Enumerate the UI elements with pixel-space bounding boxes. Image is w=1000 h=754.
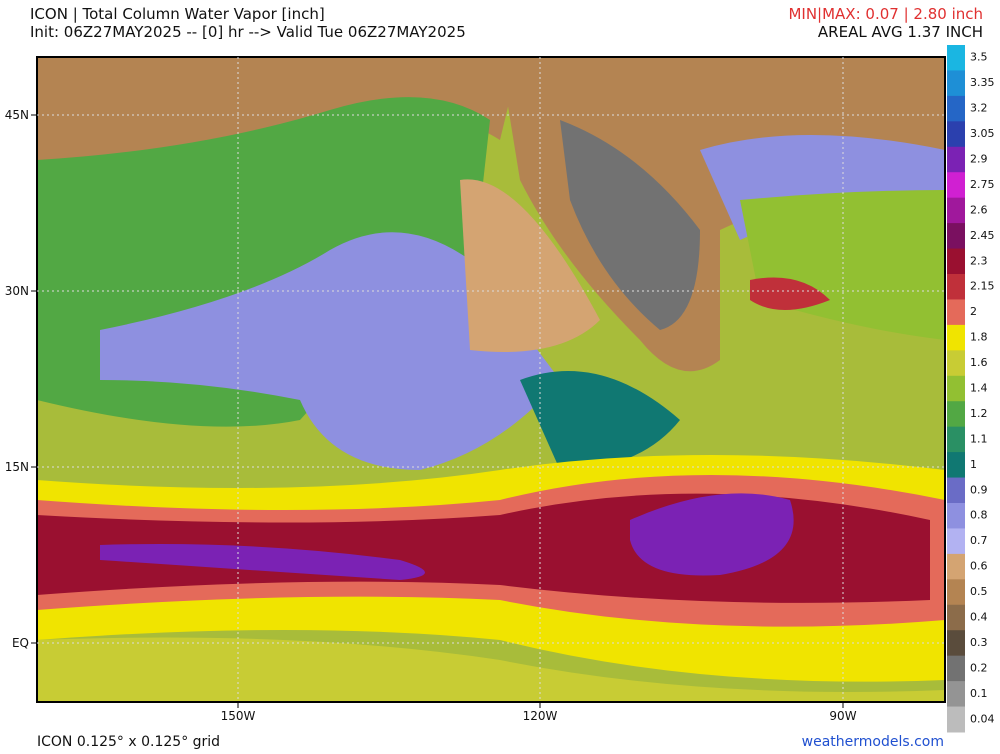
lat-label: 45N — [5, 108, 29, 122]
colorbar-cell — [947, 528, 965, 555]
lat-label: 15N — [5, 460, 29, 474]
colorbar-cell — [947, 197, 965, 224]
colorbar-cell — [947, 324, 965, 351]
colorbar-cell — [947, 350, 965, 377]
colorbar-label: 3.5 — [970, 51, 988, 64]
colorbar-cell — [947, 95, 965, 122]
colorbar-label: 3.05 — [970, 127, 995, 140]
colorbar-cell — [947, 553, 965, 580]
areal-avg: AREAL AVG 1.37 INCH — [818, 23, 983, 41]
grid-info: ICON 0.125° x 0.125° grid — [37, 734, 220, 750]
colorbar-cell — [947, 706, 965, 733]
colorbar-label: 0.8 — [970, 509, 988, 522]
colorbar-label: 2.75 — [970, 178, 995, 191]
colorbar-cell — [947, 681, 965, 708]
colorbar-label: 0.2 — [970, 661, 988, 674]
colorbar-cell — [947, 401, 965, 428]
colorbar-cell — [947, 248, 965, 275]
title: ICON | Total Column Water Vapor [inch] — [30, 5, 325, 23]
colorbar-cell — [947, 121, 965, 148]
colorbar-cell — [947, 604, 965, 631]
colorbar-cell — [947, 452, 965, 479]
colorbar-label: 0.04 — [970, 712, 995, 725]
colorbar-cell — [947, 45, 965, 71]
colorbar-label: 1.6 — [970, 356, 988, 369]
site-link[interactable]: weathermodels.com — [802, 734, 944, 750]
init-time: Init: 06Z27MAY2025 -- [0] hr --> Valid T… — [30, 23, 466, 41]
map-frame — [36, 56, 946, 703]
colorbar-label: 2.45 — [970, 229, 995, 242]
colorbar-label: 0.6 — [970, 560, 988, 573]
lat-label: EQ — [12, 636, 29, 650]
colorbar: 3.5 3.35 3.2 3.05 2.9 2.75 2.6 2.45 2.3 2.15 2 1.8 1… — [947, 45, 995, 733]
colorbar-cell — [947, 172, 965, 199]
colorbar-cell — [947, 299, 965, 326]
lat-label: 30N — [5, 284, 29, 298]
colorbar-label: 0.4 — [970, 611, 988, 624]
colorbar-label: 0.5 — [970, 585, 988, 598]
colorbar-label: 3.35 — [970, 76, 995, 89]
colorbar-cell — [947, 630, 965, 657]
colorbar-label: 0.9 — [970, 483, 988, 496]
colorbar-label: 1.2 — [970, 407, 988, 420]
colorbar-label: 1.4 — [970, 382, 988, 395]
colorbar-cell — [947, 70, 965, 97]
colorbar-cell — [947, 503, 965, 529]
colorbar-label: 2.9 — [970, 153, 988, 166]
colorbar-label: 2.3 — [970, 254, 988, 267]
colorbar-cell — [947, 426, 965, 453]
colorbar-label: 1 — [970, 458, 977, 471]
colorbar-cell — [947, 375, 965, 402]
colorbar-label: 2.15 — [970, 280, 995, 293]
min-max: MIN|MAX: 0.07 | 2.80 inch — [788, 5, 983, 23]
colorbar-cell — [947, 579, 965, 606]
colorbar-cell — [947, 477, 965, 504]
colorbar-label: 1.8 — [970, 331, 988, 344]
colorbar-cell — [947, 146, 965, 173]
colorbar-cell — [947, 223, 965, 250]
colorbar-label: 0.1 — [970, 687, 988, 700]
colorbar-label: 0.3 — [970, 636, 988, 649]
colorbar-cell — [947, 655, 965, 682]
lon-label: 150W — [221, 709, 256, 723]
colorbar-label: 0.7 — [970, 534, 988, 547]
lon-label: 90W — [829, 709, 856, 723]
map-field — [37, 57, 945, 702]
colorbar-label: 2.6 — [970, 203, 988, 216]
colorbar-label: 1.1 — [970, 432, 988, 445]
lon-label: 120W — [523, 709, 558, 723]
colorbar-cell — [947, 274, 965, 300]
colorbar-label: 2 — [970, 305, 977, 318]
graticule: 45N 30N 15N EQ 150W 120W 90W — [5, 57, 945, 723]
colorbar-label: 3.2 — [970, 102, 988, 115]
